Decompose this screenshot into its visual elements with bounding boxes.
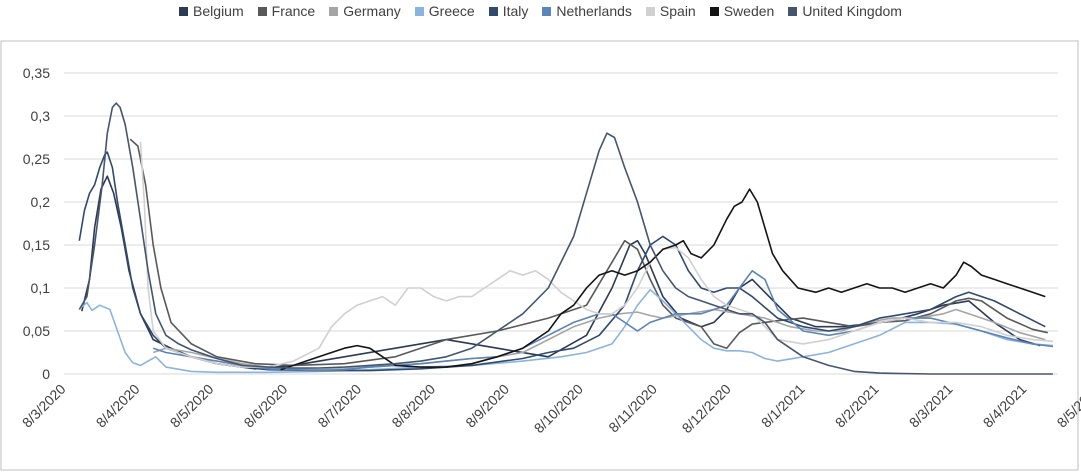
series-line [78,102,1053,375]
series-line [81,288,1053,374]
legend-label: Germany [343,3,401,19]
series-line [139,141,1053,368]
line-chart: 00,050,10,150,20,250,30,358/3/2020 8/4/20… [0,40,1081,471]
y-tick-label: 0,2 [31,194,51,210]
legend-swatch [645,6,655,16]
legend-swatch [329,6,339,16]
legend-item: Spain [645,3,696,19]
y-tick-label: 0,05 [23,323,50,339]
series-line [129,138,1048,367]
legend-label: United Kingdom [802,3,902,19]
legend-label: Belgium [193,3,244,19]
series-line [78,151,1046,372]
legend-item: Netherlands [542,3,632,19]
legend-label: Spain [659,3,696,19]
legend-item: Germany [329,3,401,19]
y-tick-label: 0 [42,366,50,382]
legend-item: Belgium [179,3,244,19]
y-tick-label: 0,1 [31,280,51,296]
legend-label: Sweden [723,3,775,19]
legend-swatch [257,6,267,16]
legend-swatch [414,6,424,16]
y-tick-label: 0,35 [23,65,50,81]
legend-item: United Kingdom [788,3,902,19]
legend-item: Greece [414,3,475,19]
legend-item: Italy [488,3,529,19]
chart-legend: Belgium France Germany Greece Italy Netherlan… [0,0,1081,22]
legend-item: France [257,3,316,19]
legend-swatch [542,6,552,16]
legend-label: France [271,3,316,19]
chart-area-border [0,40,1079,471]
legend-label: Greece [428,3,475,19]
series-line [280,188,1046,371]
legend-item: Sweden [709,3,775,19]
y-tick-label: 0,3 [31,108,51,124]
legend-swatch [709,6,719,16]
legend-label: Italy [502,3,529,19]
legend-label: Netherlands [556,3,632,19]
y-tick-label: 0,25 [23,151,50,167]
y-tick-label: 0,15 [23,237,50,253]
legend-swatch [788,6,798,16]
legend-swatch [488,6,498,16]
legend-swatch [179,6,189,16]
